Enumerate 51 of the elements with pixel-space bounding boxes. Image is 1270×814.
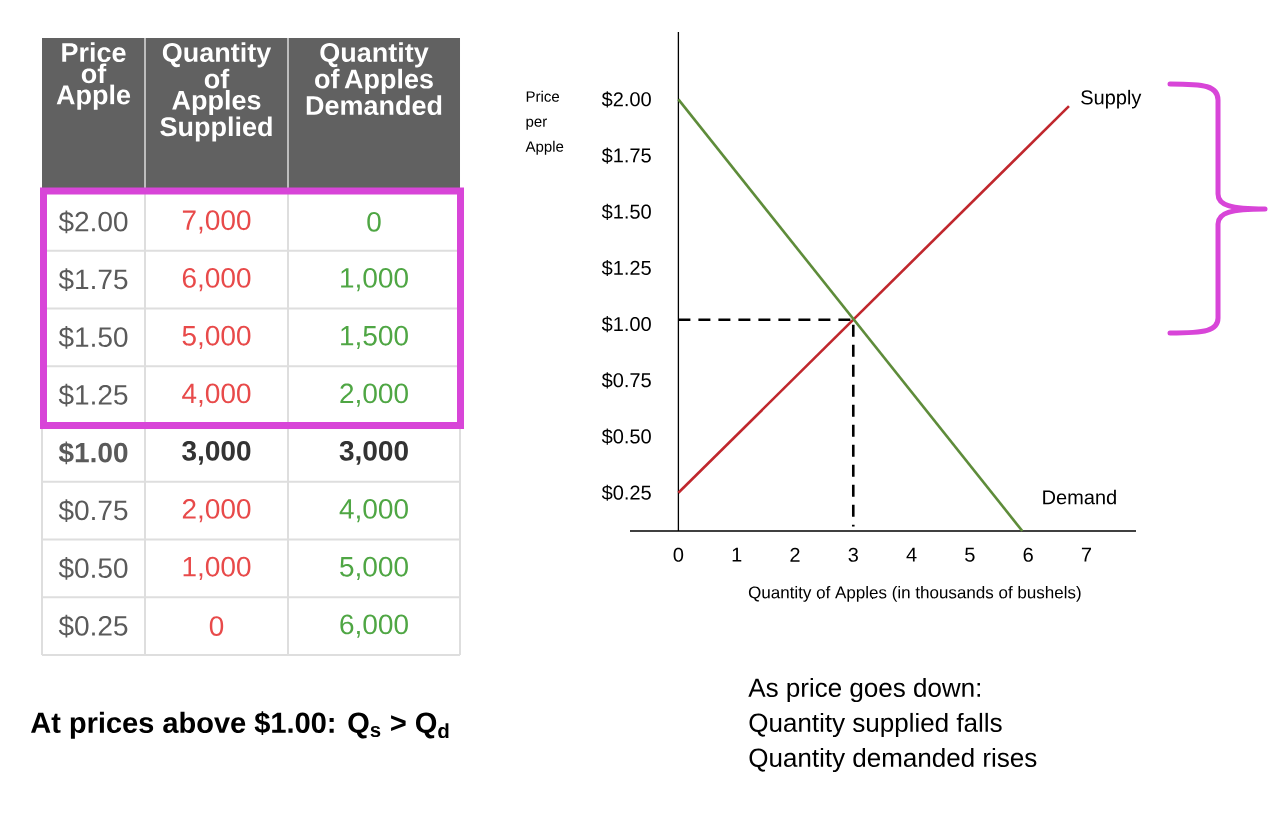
y-axis-title: Price of Apple: [56, 42, 131, 110]
x-tick-label: 1: [732, 547, 742, 562]
series-label: Demand: [1043, 489, 1116, 505]
text: Quantity supplied falls: [749, 712, 1002, 738]
y-tick-label: $0.75: [58, 499, 128, 522]
data-label: 2,000: [340, 383, 408, 407]
data-label: 4,000: [339, 499, 408, 523]
x-axis-title: Quantity of Apples (in thousands of bushels): [748, 585, 1081, 602]
series-label: Supply: [1081, 89, 1142, 109]
text: As price goes down:: [748, 677, 980, 703]
y-tick-label: $0.25: [601, 484, 651, 501]
data-label: 1,500: [341, 325, 408, 349]
x-tick-label: 0: [673, 547, 684, 562]
x-tick-label: Quantity of Apples Demanded: [306, 42, 442, 116]
x-tick-label: 4: [906, 547, 917, 562]
y-tick-label: $0.25: [58, 614, 128, 638]
y-tick-label: $2.00: [601, 91, 651, 108]
y-tick-label: $1.00: [58, 441, 128, 465]
x-tick-label: 3: [848, 547, 858, 562]
y-tick-label: $0.50: [601, 428, 651, 445]
x-tick-label: 5: [965, 547, 975, 562]
y-tick-label: $0.50: [58, 557, 128, 580]
x-tick-label: 7: [1081, 547, 1092, 562]
y-tick-label: $1.50: [601, 203, 651, 220]
x-tick-label: 2: [790, 547, 800, 562]
y-tick-label: $1.25: [601, 259, 651, 277]
y-tick-label: $1.00: [601, 316, 651, 333]
y-tick-label: $1.25: [58, 383, 128, 407]
y-tick-label: $0.75: [601, 372, 651, 389]
data-label: 0: [367, 211, 381, 232]
y-tick-label: $2.00: [58, 210, 128, 234]
data-label: 2,000: [182, 499, 251, 523]
x-tick-label: 6: [1023, 547, 1033, 562]
text: At prices above $1.00: Q$_{s}$ > Q$_{d}$: [31, 711, 449, 739]
data-label: 5,000: [340, 556, 408, 580]
data-label: 6,000: [340, 614, 408, 638]
data-label: 6,000: [182, 268, 251, 292]
y-tick-label: $1.50: [58, 326, 128, 349]
text: Quantity demanded rises: [749, 747, 1037, 773]
y-tick-label: $1.75: [601, 147, 651, 164]
data-label: 1,000: [341, 268, 408, 292]
data-label: 3,000: [182, 440, 251, 465]
data-label: 7,000: [182, 210, 251, 234]
y-axis-title: Price per Apple: [525, 90, 564, 155]
x-tick-label: Quantity of Apples Supplied: [160, 42, 272, 142]
y-tick-label: $1.75: [58, 268, 128, 291]
data-label: 4,000: [182, 383, 251, 407]
data-label: 0: [209, 616, 224, 637]
data-label: 3,000: [339, 440, 408, 465]
data-label: 1,000: [183, 556, 251, 580]
data-label: 5,000: [182, 325, 251, 349]
